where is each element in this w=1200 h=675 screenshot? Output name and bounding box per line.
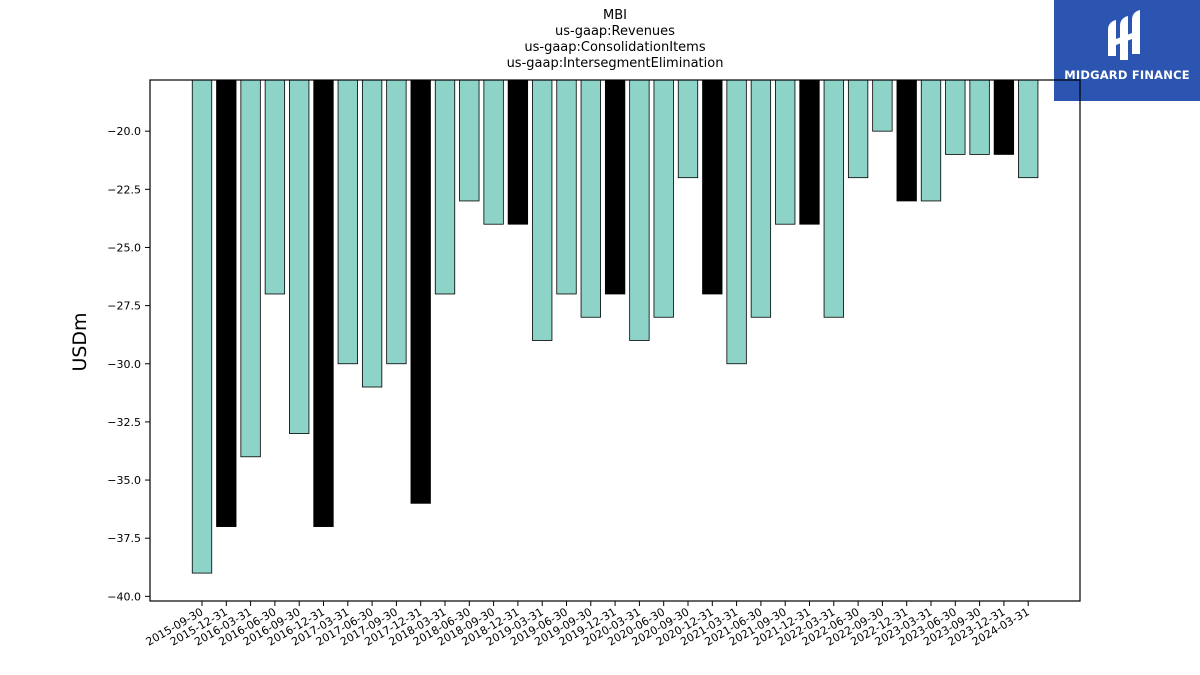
bar-2016-03-31 (240, 79, 261, 458)
y-tick-label--32.5: −32.5 (107, 416, 141, 429)
bar-2017-12-31 (410, 79, 431, 504)
bar-2023-12-31 (993, 79, 1015, 155)
bar-2017-03-31 (337, 79, 358, 365)
plot-frame (149, 79, 1081, 602)
y-tick-label--35: −35.0 (107, 474, 141, 487)
midgard-finance-logo: MIDGARD FINANCE (1054, 0, 1200, 101)
bar-2019-12-31 (604, 79, 626, 295)
y-tick-label--30: −30.0 (107, 358, 141, 371)
bar-2023-03-31 (920, 79, 942, 202)
bar-2019-03-31 (532, 79, 553, 341)
y-tick-label--37.5: −37.5 (107, 532, 141, 545)
bar-2020-06-30 (653, 79, 674, 318)
bar-2018-12-31 (507, 79, 529, 225)
chart-title-line-1: MBI (603, 8, 627, 23)
bar-2020-09-30 (677, 79, 699, 179)
bar-2017-06-30 (361, 79, 383, 388)
bar-2018-09-30 (483, 79, 504, 225)
bar-2022-09-30 (872, 79, 893, 132)
bar-2015-12-31 (216, 79, 237, 527)
chart-title-line-3: us-gaap:ConsolidationItems (524, 40, 706, 55)
chart-title-line-2: us-gaap:Revenues (555, 24, 675, 39)
bar-2016-12-31 (313, 79, 334, 527)
chart-title-line-4: us-gaap:IntersegmentElimination (506, 56, 724, 71)
bar-2017-09-30 (386, 79, 407, 365)
bar-2016-09-30 (289, 79, 310, 434)
bar-2021-03-31 (726, 79, 747, 365)
midgard-mark-icon (1108, 10, 1140, 60)
bar-2022-06-30 (847, 79, 869, 179)
y-tick-label--22.5: −22.5 (107, 183, 141, 196)
bar-2023-09-30 (969, 79, 990, 155)
y-tick-label--40: −40.0 (107, 590, 141, 603)
bar-2022-12-31 (896, 79, 917, 202)
y-tick-label--27.5: −27.5 (107, 300, 141, 313)
bar-2024-03-31 (1018, 79, 1039, 179)
bar-2019-06-30 (556, 79, 577, 295)
bar-2016-06-30 (264, 79, 286, 295)
bar-2019-09-30 (580, 79, 601, 318)
bar-2022-03-31 (823, 79, 844, 318)
y-tick-label--25: −25.0 (107, 241, 141, 254)
bar-2020-03-31 (629, 79, 650, 341)
bar-2018-03-31 (434, 79, 456, 295)
bar-2020-12-31 (702, 79, 723, 295)
bar-2018-06-30 (459, 79, 480, 202)
bar-2021-06-30 (750, 79, 772, 318)
y-tick-label--20: −20.0 (107, 125, 141, 138)
bar-2015-09-30 (191, 79, 213, 574)
bar-2023-06-30 (945, 79, 966, 155)
bar-2021-12-31 (799, 79, 820, 225)
bar-2021-09-30 (775, 79, 796, 225)
logo-text: MIDGARD FINANCE (1064, 68, 1190, 82)
